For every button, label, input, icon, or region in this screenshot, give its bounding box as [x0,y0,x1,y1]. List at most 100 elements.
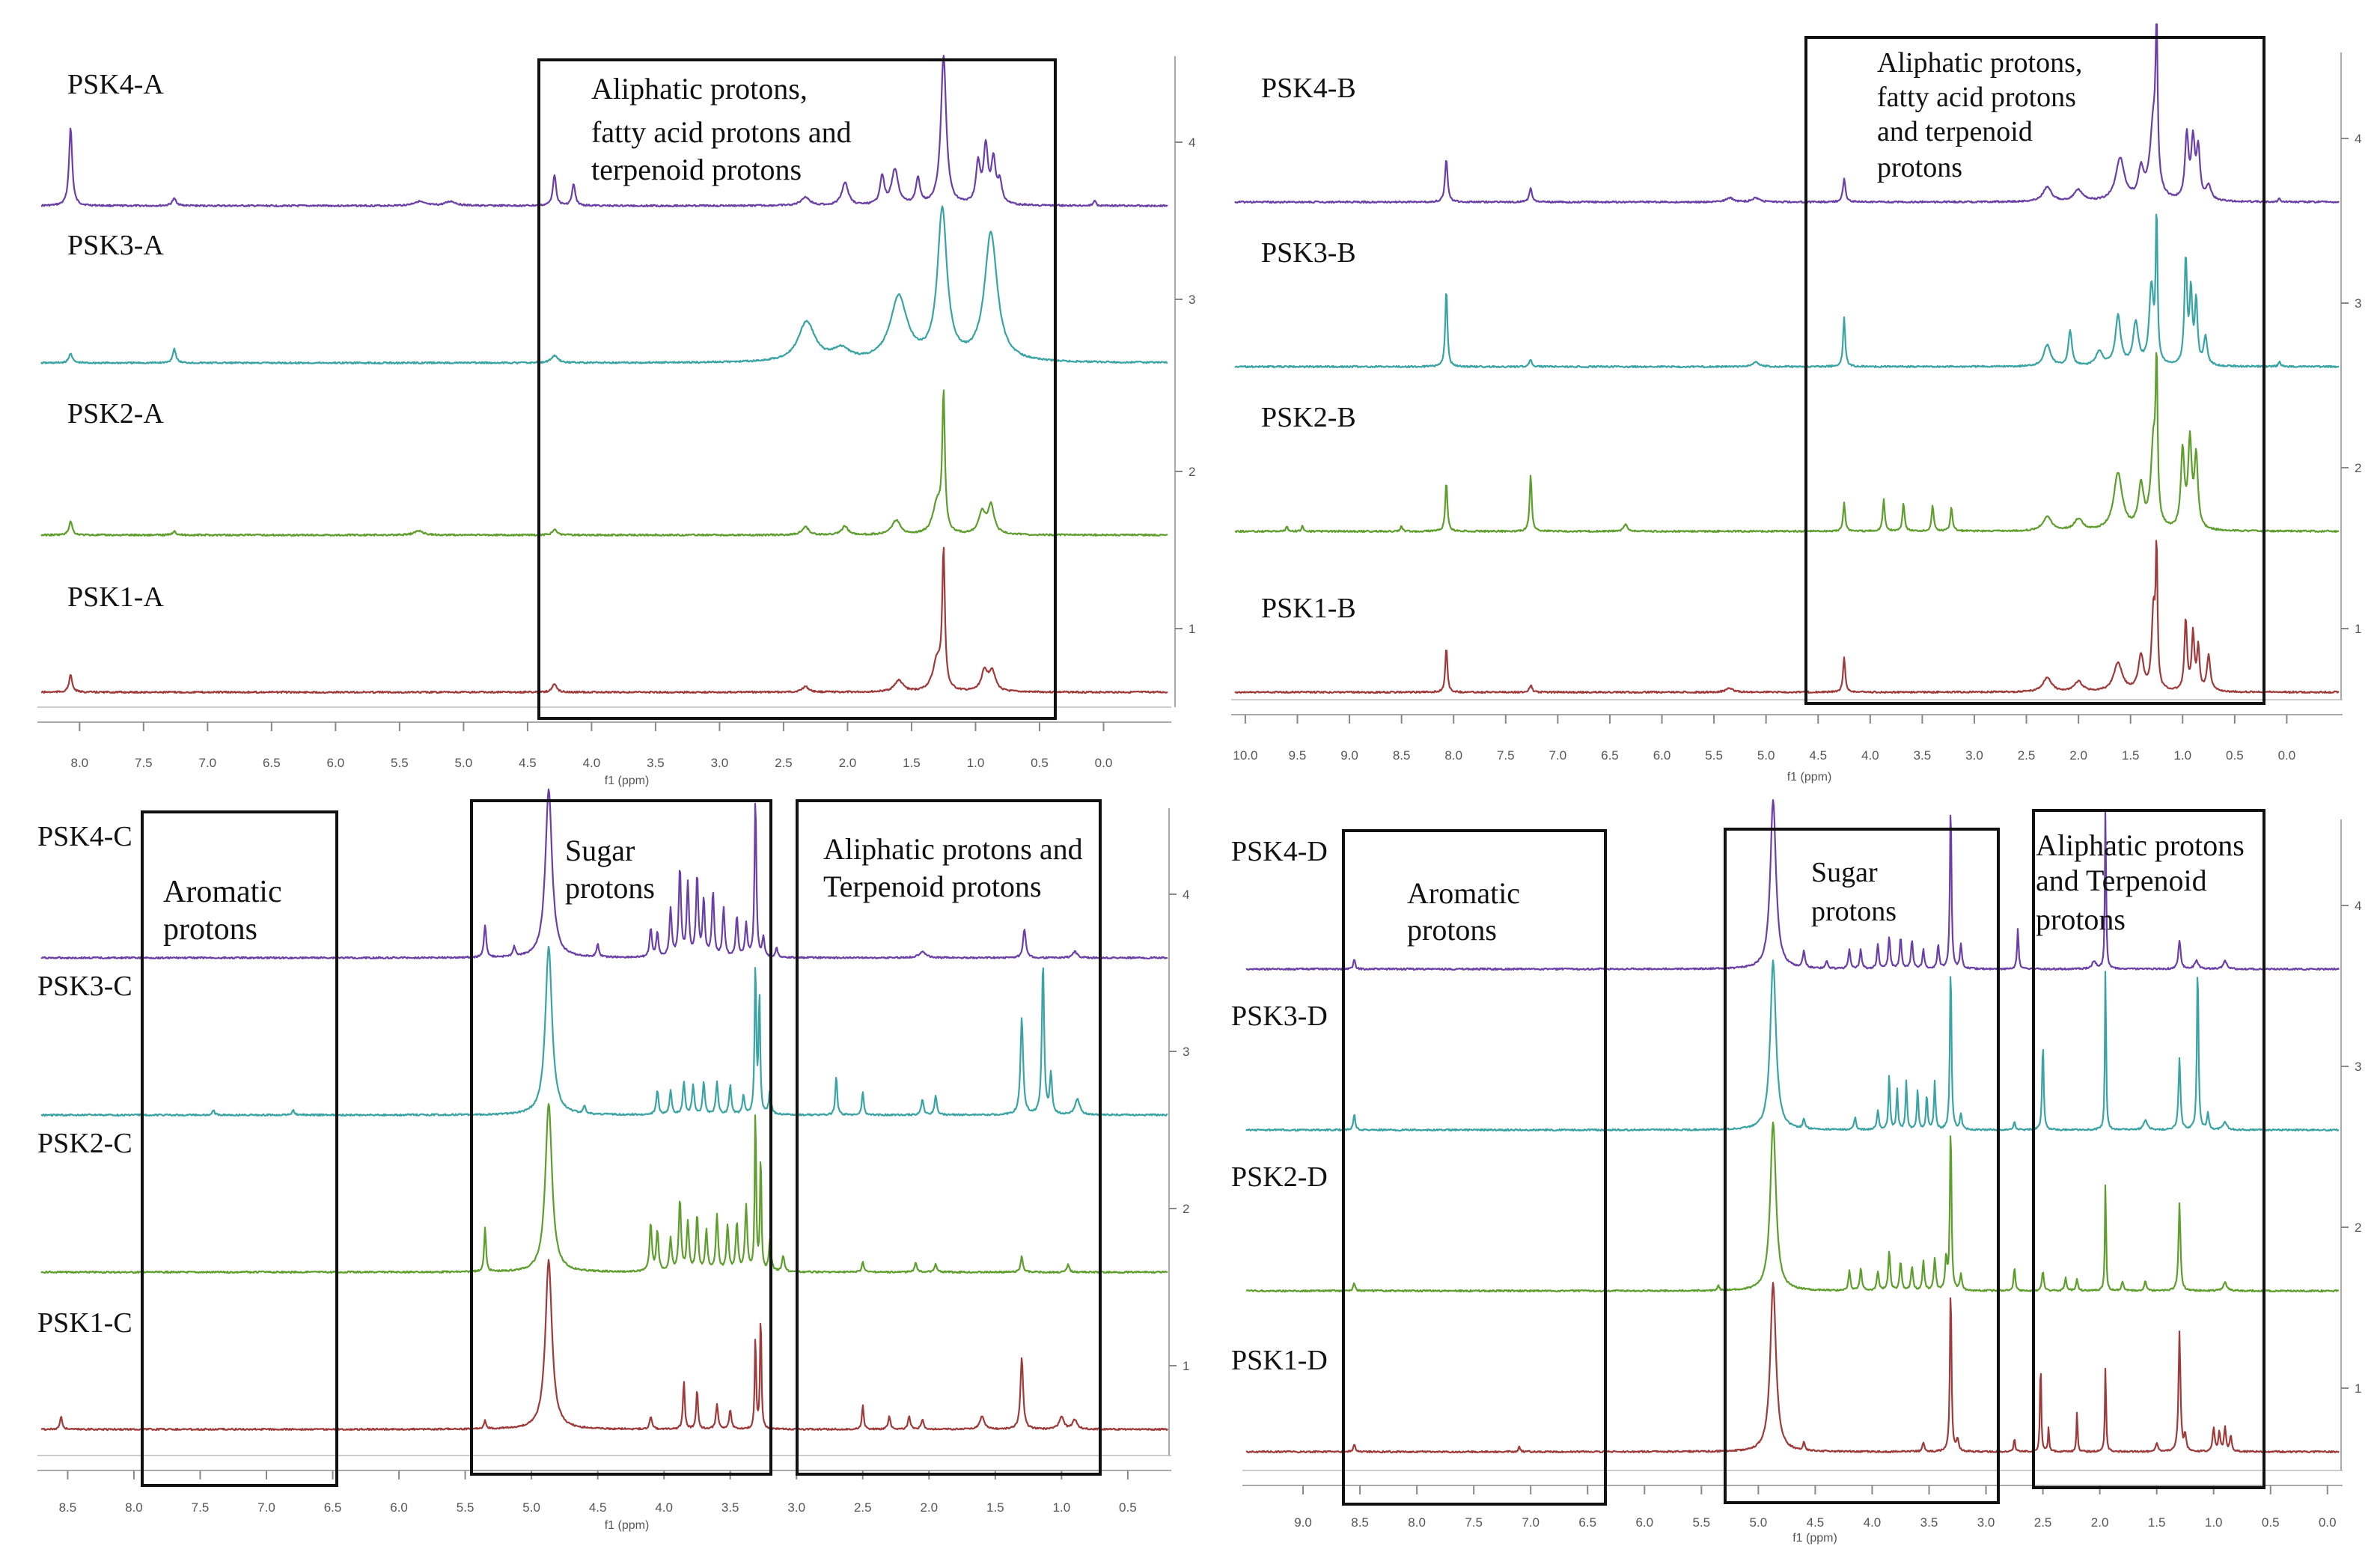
x-tick-label: 1.5 [903,756,921,770]
x-tick-label: 8.5 [1393,748,1411,763]
x-tick-label: 1.5 [2122,748,2140,763]
spectrum-label: PSK4-C [37,821,132,852]
x-tick-label: 1.0 [2173,748,2191,763]
x-axis-label: f1 (ppm) [1787,771,1832,784]
region-annotation: protons [2036,902,2126,936]
x-tick-label: 1.0 [1053,1500,1071,1515]
region-box [1342,829,1607,1506]
spectrum-label: PSK2-C [37,1128,132,1159]
spectrum-line-psk2-b [1234,352,2340,534]
region-annotation: Aromatic [1407,876,1520,910]
spectrum-label: PSK3-B [1261,237,1356,269]
spectrum-line-psk4-b [1234,23,2340,204]
spectrum-label: PSK3-C [37,971,132,1002]
x-tick-label: 5.5 [1705,748,1723,763]
x-tick-label: 7.0 [199,756,217,770]
y-tick-label: 2 [1183,1202,1189,1216]
y-tick-label: 3 [1189,293,1195,307]
spectrum-line-psk1-d [1245,1281,2340,1454]
x-tick-label: 2.5 [2034,1515,2052,1530]
x-tick-label: 3.5 [647,756,665,770]
x-tick-label: 0.0 [2278,748,2296,763]
x-tick-label: 3.0 [1965,748,1983,763]
x-tick-label: 9.5 [1289,748,1307,763]
spectrum-line-psk1-c [40,1259,1168,1432]
spectrum-label: PSK2-D [1231,1161,1328,1193]
spectrum-line-psk2-c [40,1103,1168,1274]
x-tick-label: 4.5 [589,1500,607,1515]
y-tick-label: 1 [1183,1359,1189,1373]
x-tick-label: 8.0 [70,756,88,770]
spectrum-line-psk4-d [1245,798,2340,971]
x-tick-label: 8.5 [1351,1515,1369,1530]
spectrum-label: PSK2-A [67,398,164,430]
region-box [1724,828,2000,1504]
x-tick-label: 6.5 [1601,748,1619,763]
panel-a: 8.0 7.5 7.0 6.5 6.0 5.5 5.0 4.5 4.0 3.5 3.0 2.5 2.0 1… [37,55,1195,787]
region-annotation: protons [1407,913,1497,947]
spectrum-line-psk3-a [40,205,1168,365]
region-annotation: Aliphatic protons [2036,828,2245,862]
x-tick-label: 3.0 [1977,1515,1995,1530]
x-tick-label: 1.5 [986,1500,1004,1515]
region-annotation: Aliphatic protons, [1877,47,2082,79]
region-annotation: Sugar [1811,857,1878,888]
x-tick-label: 6.5 [263,756,281,770]
x-tick-label: 4.0 [1861,748,1879,763]
x-tick-label: 0.5 [1119,1500,1137,1515]
x-tick-label: 7.5 [192,1500,210,1515]
region-annotation: Aliphatic protons, [591,72,808,106]
spectrum-line-psk3-c [40,945,1168,1117]
region-annotation: protons [1811,896,1897,927]
x-tick-label: 2.0 [2069,748,2087,763]
x-axis-label: f1 (ppm) [1792,1532,1837,1545]
region-annotation: Aliphatic protons and [823,832,1083,866]
region-annotation: terpenoid protons [591,153,802,186]
region-annotation: Aromatic [163,875,282,909]
y-tick-label: 4 [1183,888,1189,902]
spectrum-line-psk1-b [1234,540,2340,694]
x-tick-label: 5.0 [1750,1515,1768,1530]
x-tick-label: 4.5 [1809,748,1827,763]
spectrum-label: PSK1-C [37,1307,132,1339]
x-tick-label: 5.0 [1757,748,1775,763]
y-tick-label: 1 [2355,1381,2361,1396]
x-tick-label: 6.0 [327,756,345,770]
x-tick-label: 0.0 [2319,1515,2337,1530]
x-tick-label: 5.5 [457,1500,475,1515]
region-box [2032,809,2265,1489]
x-tick-label: 5.5 [1693,1515,1711,1530]
x-tick-label: 6.0 [390,1500,408,1515]
x-tick-label: 9.0 [1294,1515,1312,1530]
x-tick-label: 0.5 [2262,1515,2280,1530]
x-tick-label: 8.0 [125,1500,143,1515]
x-tick-label: 2.0 [920,1500,938,1515]
x-tick-label: 0.5 [1031,756,1049,770]
x-tick-label: 1.5 [2148,1515,2166,1530]
x-tick-label: 9.0 [1340,748,1358,763]
x-tick-label: 2.5 [775,756,793,770]
region-annotation: and Terpenoid [2036,864,2207,897]
x-tick-label: 5.0 [455,756,473,770]
region-annotation: protons [565,871,655,905]
region-box [1804,36,2265,705]
x-tick-label: 8.0 [1408,1515,1426,1530]
spectrum-line-psk3-b [1234,213,2340,369]
y-tick-label: 3 [1183,1045,1189,1059]
spectrum-line-psk2-a [40,389,1168,537]
spectrum-label: PSK4-B [1261,73,1356,104]
x-tick-label: 4.0 [655,1500,673,1515]
region-annotation: Terpenoid protons [823,870,1042,903]
y-tick-label: 3 [2355,1060,2361,1074]
x-tick-label: 7.0 [257,1500,275,1515]
x-tick-label: 0.0 [1095,756,1113,770]
x-tick-label: 8.0 [1444,748,1462,763]
x-tick-label: 7.5 [1497,748,1515,763]
region-box [796,799,1102,1476]
x-tick-label: 5.5 [391,756,409,770]
panel-d: 9.0 8.5 8.0 7.5 7.0 6.5 6.0 5.5 5.0 4.5 4.0 3.5 3.0 2… [1231,798,2361,1545]
x-tick-label: 0.5 [2226,748,2244,763]
x-tick-label: 2.5 [2018,748,2036,763]
x-tick-label: 3.5 [1914,748,1932,763]
x-tick-label: 3.5 [1920,1515,1938,1530]
